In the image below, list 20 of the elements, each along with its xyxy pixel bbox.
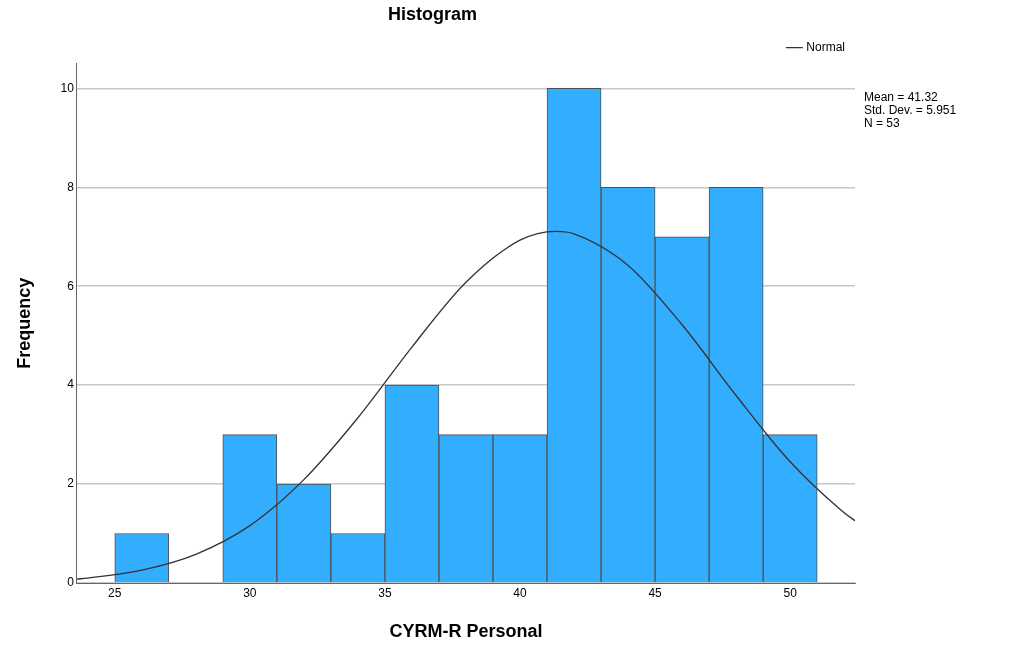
line-series (76, 230, 855, 580)
x-tick-label: 50 (783, 585, 798, 600)
y-tick-label: 8 (67, 179, 75, 194)
y-tick-label: 2 (67, 476, 75, 491)
x-tick-label: 40 (513, 585, 527, 600)
x-tick-label: 25 (108, 585, 122, 600)
x-tick-label: 30 (243, 585, 257, 600)
y-tick-label: 6 (67, 278, 75, 293)
text: N = 53 (864, 115, 901, 130)
text: Std. Dev. = 5.951 (864, 102, 957, 117)
y-axis-title: Frequency (13, 277, 34, 369)
text: Mean = 41.32 (864, 89, 939, 104)
y-tick-label: 4 (67, 377, 75, 392)
x-tick-label: 35 (378, 585, 392, 600)
x-axis-title: CYRM-R Personal (389, 621, 543, 642)
x-tick-label: 45 (648, 585, 663, 600)
chart-title: Histogram (387, 3, 478, 24)
y-tick-label: 10 (60, 80, 75, 95)
legend-label: Normal (806, 39, 845, 54)
y-tick-label: 0 (67, 575, 75, 590)
